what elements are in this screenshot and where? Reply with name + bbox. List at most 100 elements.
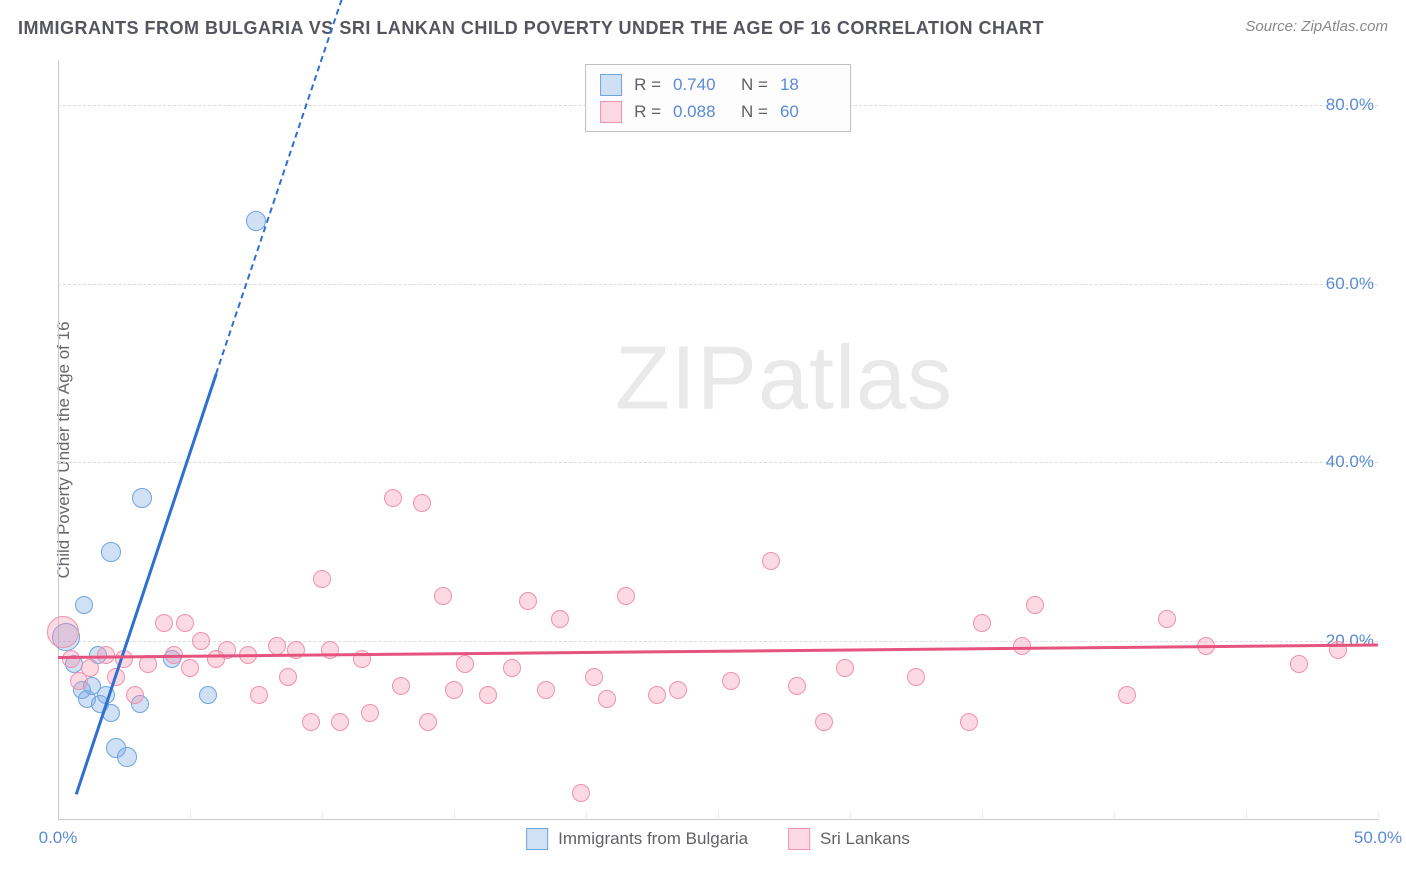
scatter-point <box>361 704 379 722</box>
scatter-point <box>155 614 173 632</box>
scatter-point <box>302 713 320 731</box>
grid-line-v <box>1114 812 1115 820</box>
scatter-point <box>287 641 305 659</box>
scatter-point <box>456 655 474 673</box>
scatter-point <box>1158 610 1176 628</box>
grid-line-v <box>1246 812 1247 820</box>
scatter-point <box>503 659 521 677</box>
scatter-point <box>199 686 217 704</box>
series-legend: Immigrants from Bulgaria Sri Lankans <box>526 828 910 850</box>
watermark: ZIPatlas <box>615 328 953 431</box>
trend-line <box>75 374 217 795</box>
legend-row-series-1: R = 0.088 N = 60 <box>600 98 836 125</box>
scatter-point <box>907 668 925 686</box>
scatter-point <box>268 637 286 655</box>
scatter-point <box>598 690 616 708</box>
legend-item-0: Immigrants from Bulgaria <box>526 828 748 850</box>
scatter-point <box>132 488 152 508</box>
scatter-point <box>176 614 194 632</box>
x-tick-label: 0.0% <box>39 828 78 848</box>
grid-line-v <box>982 812 983 820</box>
y-tick-label: 40.0% <box>1326 452 1380 472</box>
n-label: N = <box>741 98 768 125</box>
legend-swatch-0 <box>600 74 622 96</box>
grid-line-v <box>718 812 719 820</box>
watermark-part2: atlas <box>758 329 953 429</box>
scatter-point <box>62 650 80 668</box>
grid-line-v <box>586 812 587 820</box>
scatter-point <box>617 587 635 605</box>
scatter-point <box>321 641 339 659</box>
y-tick-label: 80.0% <box>1326 95 1380 115</box>
r-value-0: 0.740 <box>673 71 729 98</box>
grid-line-h <box>58 284 1378 285</box>
x-tick-label: 50.0% <box>1354 828 1402 848</box>
scatter-point <box>413 494 431 512</box>
r-value-1: 0.088 <box>673 98 729 125</box>
source-label: Source: <box>1245 18 1301 35</box>
scatter-point <box>551 610 569 628</box>
correlation-legend: R = 0.740 N = 18 R = 0.088 N = 60 <box>585 64 851 132</box>
source-name: ZipAtlas.com <box>1301 18 1388 35</box>
y-tick-label: 60.0% <box>1326 274 1380 294</box>
scatter-point <box>960 713 978 731</box>
scatter-point <box>101 542 121 562</box>
chart-source: Source: ZipAtlas.com <box>1245 18 1388 35</box>
scatter-point <box>117 747 137 767</box>
grid-line-v <box>322 812 323 820</box>
scatter-point <box>434 587 452 605</box>
legend-label-0: Immigrants from Bulgaria <box>558 829 748 849</box>
grid-line-v <box>454 812 455 820</box>
scatter-point <box>585 668 603 686</box>
n-value-0: 18 <box>780 71 836 98</box>
n-value-1: 60 <box>780 98 836 125</box>
trend-line-dashed <box>215 0 349 374</box>
legend-swatch-0-icon <box>526 828 548 850</box>
scatter-point <box>1013 637 1031 655</box>
y-axis-line <box>58 60 59 820</box>
legend-label-1: Sri Lankans <box>820 829 910 849</box>
r-label: R = <box>634 98 661 125</box>
grid-line-v <box>850 812 851 820</box>
scatter-point <box>1026 596 1044 614</box>
scatter-point <box>762 552 780 570</box>
scatter-point <box>648 686 666 704</box>
scatter-point <box>537 681 555 699</box>
scatter-point <box>392 677 410 695</box>
scatter-point <box>1290 655 1308 673</box>
scatter-point <box>1118 686 1136 704</box>
scatter-point <box>722 672 740 690</box>
r-label: R = <box>634 71 661 98</box>
scatter-point <box>250 686 268 704</box>
chart-title: IMMIGRANTS FROM BULGARIA VS SRI LANKAN C… <box>18 18 1044 39</box>
scatter-point <box>815 713 833 731</box>
watermark-part1: ZIP <box>615 329 758 429</box>
scatter-point <box>384 489 402 507</box>
scatter-point <box>445 681 463 699</box>
scatter-plot: ZIPatlas R = 0.740 N = 18 R = 0.088 N = … <box>58 60 1378 820</box>
scatter-point <box>419 713 437 731</box>
grid-line-h <box>58 462 1378 463</box>
scatter-point <box>788 677 806 695</box>
scatter-point <box>669 681 687 699</box>
scatter-point <box>279 668 297 686</box>
scatter-point <box>75 596 93 614</box>
scatter-point <box>81 659 99 677</box>
grid-line-h <box>58 641 1378 642</box>
scatter-point <box>519 592 537 610</box>
grid-line-v <box>190 812 191 820</box>
scatter-point <box>973 614 991 632</box>
legend-swatch-1-icon <box>788 828 810 850</box>
chart-header: IMMIGRANTS FROM BULGARIA VS SRI LANKAN C… <box>18 18 1388 39</box>
legend-row-series-0: R = 0.740 N = 18 <box>600 71 836 98</box>
legend-item-1: Sri Lankans <box>788 828 910 850</box>
scatter-point <box>572 784 590 802</box>
scatter-point <box>313 570 331 588</box>
scatter-point <box>192 632 210 650</box>
n-label: N = <box>741 71 768 98</box>
scatter-point <box>836 659 854 677</box>
scatter-point <box>181 659 199 677</box>
chart-area: Child Poverty Under the Age of 16 ZIPatl… <box>48 60 1388 840</box>
scatter-point <box>126 686 144 704</box>
legend-swatch-1 <box>600 101 622 123</box>
